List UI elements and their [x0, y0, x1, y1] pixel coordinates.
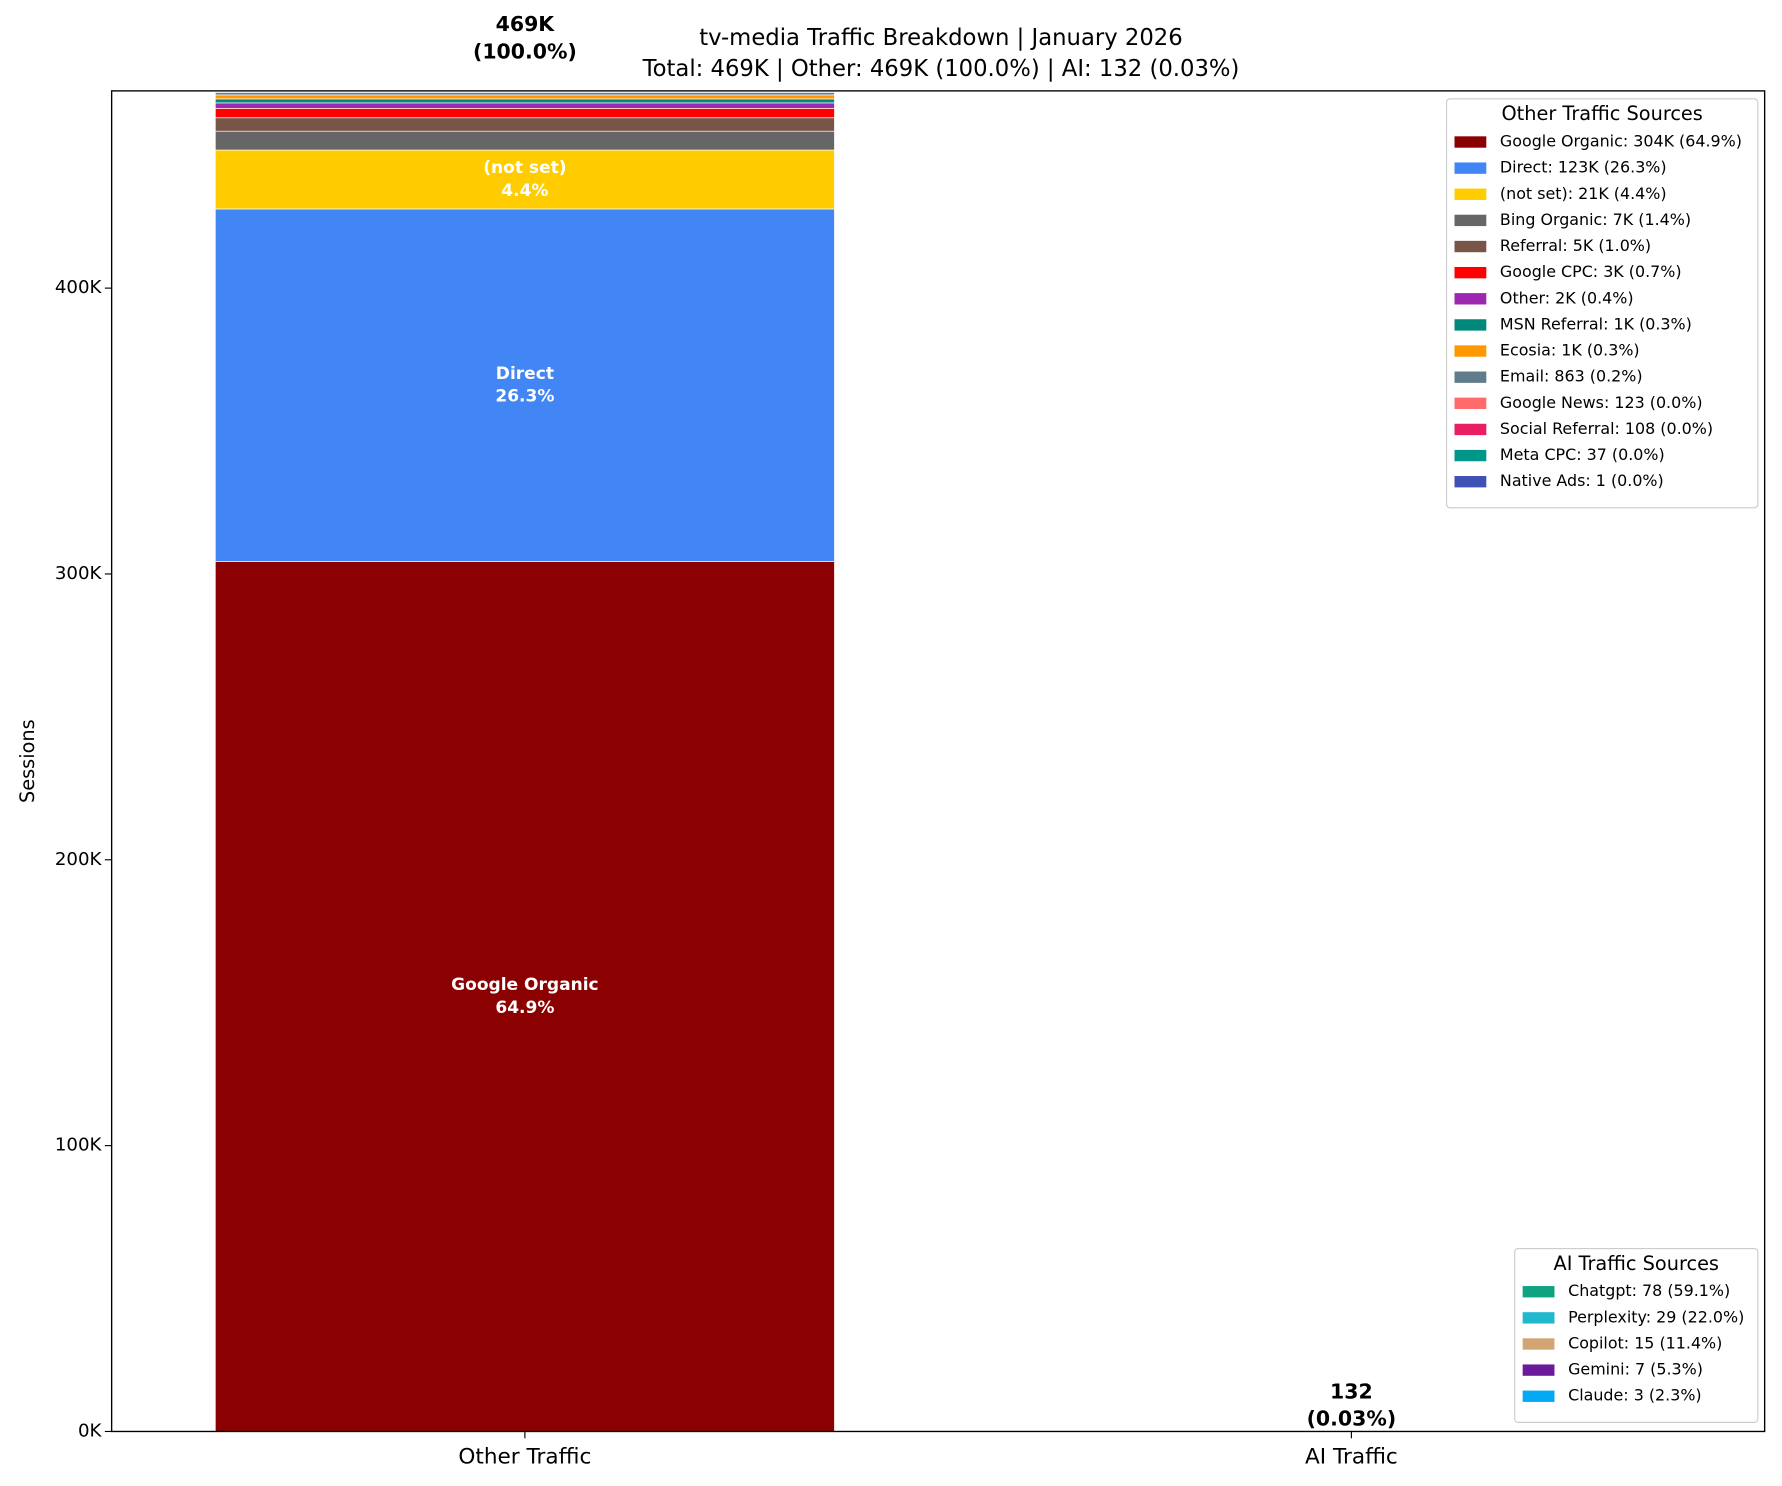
y-tick-label: 0K: [78, 1420, 103, 1441]
legend-title: AI Traffic Sources: [1554, 1252, 1719, 1275]
bar-segment: [214, 561, 835, 1432]
bar-segment: [214, 149, 835, 210]
total-label: (0.03%): [1307, 1407, 1397, 1431]
bar-segment: [214, 94, 835, 100]
legend-label: Google Organic: 304K (64.9%): [1500, 132, 1742, 151]
bar-segment: [214, 130, 835, 151]
legend-swatch: [1522, 1338, 1555, 1350]
total-label: 469K: [496, 12, 556, 36]
chart-title: tv-media Traffic Breakdown | January 202…: [699, 25, 1182, 51]
legend-swatch: [1522, 1312, 1555, 1324]
legend-swatch: [1454, 188, 1487, 200]
legend-label: Native Ads: 1 (0.0%): [1500, 471, 1664, 490]
legend-swatch: [1454, 345, 1487, 357]
legend-label: Email: 863 (0.2%): [1500, 367, 1643, 386]
legend-swatch: [1454, 371, 1487, 383]
legend-label: Copilot: 15 (11.4%): [1568, 1333, 1722, 1352]
segment-label: 4.4%: [501, 181, 548, 201]
legend-swatch: [1522, 1364, 1555, 1376]
legend-label: Social Referral: 108 (0.0%): [1500, 419, 1713, 438]
segment-label: 64.9%: [495, 998, 554, 1018]
segment-name: (not set): [483, 158, 566, 178]
legend-swatch: [1454, 266, 1487, 279]
y-tick-label: 300K: [55, 563, 103, 584]
x-tick-label: Other Traffic: [458, 1445, 591, 1470]
y-axis-label: Sessions: [16, 719, 39, 803]
legend-label: MSN Referral: 1K (0.3%): [1500, 314, 1692, 333]
legend-swatch: [1454, 240, 1487, 253]
y-tick-label: 400K: [55, 277, 103, 298]
legend-title: Other Traffic Sources: [1502, 102, 1703, 125]
total-label: 132: [1330, 1379, 1373, 1403]
bar-segment: [214, 102, 835, 109]
legend-swatch: [1454, 319, 1487, 331]
chart-subtitle: Total: 469K | Other: 469K (100.0%) | AI:…: [642, 56, 1240, 82]
segment-name: Google Organic: [451, 975, 599, 995]
legend-label: Meta CPC: 37 (0.0%): [1500, 445, 1665, 464]
legend-label: Google CPC: 3K (0.7%): [1500, 262, 1682, 281]
bar-segment: [214, 92, 835, 96]
bar-segment: [214, 117, 835, 132]
x-tick-label: AI Traffic: [1305, 1445, 1398, 1470]
legend-swatch: [1454, 423, 1487, 436]
legend-label: (not set): 21K (4.4%): [1500, 184, 1667, 203]
bar-segment: [214, 208, 835, 562]
y-tick-label: 200K: [55, 849, 103, 870]
legend-box: [1514, 1247, 1759, 1423]
legend-swatch: [1454, 162, 1487, 174]
legend-label: Other: 2K (0.4%): [1500, 288, 1634, 307]
legend-swatch: [1454, 136, 1487, 148]
legend-label: Perplexity: 29 (22.0%): [1568, 1307, 1744, 1326]
legend-label: Claude: 3 (2.3%): [1568, 1386, 1702, 1405]
bar-segment: [214, 107, 835, 119]
legend-swatch: [1454, 449, 1487, 462]
legend-swatch: [1522, 1286, 1555, 1298]
legend-swatch: [1454, 476, 1487, 488]
y-tick-label: 100K: [55, 1135, 103, 1156]
total-label: (100.0%): [473, 39, 577, 63]
legend-label: Chatgpt: 78 (59.1%): [1568, 1281, 1730, 1300]
legend-swatch: [1522, 1390, 1555, 1402]
legend-label: Ecosia: 1K (0.3%): [1500, 341, 1640, 360]
legend-label: Google News: 123 (0.0%): [1500, 393, 1703, 412]
legend-swatch: [1454, 397, 1487, 409]
legend-box: [1445, 98, 1759, 509]
segment-label: 26.3%: [495, 387, 554, 407]
legend-label: Gemini: 7 (5.3%): [1568, 1360, 1703, 1379]
plot-frame: [110, 90, 1766, 1433]
legend-swatch: [1454, 293, 1487, 305]
legend-label: Referral: 5K (1.0%): [1500, 236, 1651, 255]
legend-label: Direct: 123K (26.3%): [1500, 158, 1667, 177]
segment-name: Direct: [496, 364, 554, 384]
bar-segment: [214, 98, 835, 104]
legend-label: Bing Organic: 7K (1.4%): [1500, 210, 1691, 229]
legend-swatch: [1454, 214, 1487, 227]
